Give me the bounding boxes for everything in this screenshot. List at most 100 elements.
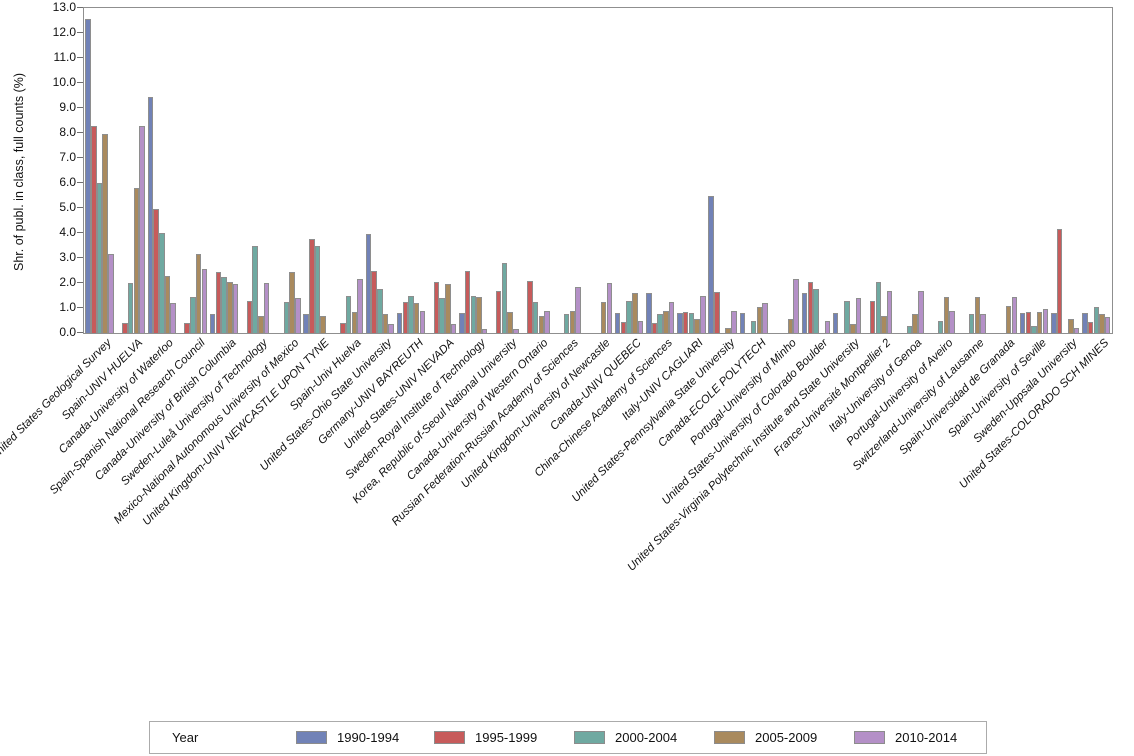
bar [127, 283, 134, 333]
y-tick-label: 9.0 [59, 100, 76, 114]
y-tick-mark [77, 232, 84, 233]
bar [195, 254, 202, 333]
legend: Year 1990-1994 1995-1999 2000-2004 2005-200… [149, 721, 987, 754]
plot-area [83, 7, 1113, 334]
bar [252, 245, 258, 333]
bar [227, 281, 233, 333]
bar [668, 301, 675, 333]
y-tick-label: 6.0 [59, 175, 76, 189]
bar [85, 19, 91, 333]
bar [886, 290, 893, 333]
bar [968, 314, 975, 333]
bar [153, 209, 159, 333]
bar [459, 313, 465, 333]
bar [201, 269, 208, 333]
bar [513, 329, 519, 333]
bar [980, 314, 986, 333]
bar [1099, 314, 1105, 333]
bar [419, 310, 426, 333]
bar [694, 319, 700, 333]
bar [215, 271, 222, 333]
bar [824, 320, 831, 333]
bar [439, 298, 445, 333]
bar [569, 310, 576, 333]
y-tick-label: 10.0 [52, 75, 76, 89]
bar [159, 233, 165, 333]
bar [377, 289, 383, 333]
y-tick-mark [77, 32, 84, 33]
bar [801, 293, 808, 333]
bar [1005, 305, 1012, 333]
bar [1025, 311, 1032, 333]
bar [289, 271, 295, 333]
bar [320, 315, 326, 333]
bar [263, 283, 270, 333]
bar [351, 311, 358, 333]
bar [708, 195, 714, 333]
bar [832, 313, 839, 333]
bar [481, 329, 488, 333]
bar [303, 314, 309, 333]
y-tick-mark [77, 207, 84, 208]
bar [532, 301, 539, 333]
bar [402, 301, 409, 333]
bar [1056, 229, 1063, 333]
legend-label: 2005-2009 [755, 730, 818, 745]
bar [813, 289, 819, 333]
bar [912, 314, 918, 333]
y-tick-mark [77, 7, 84, 8]
bar [739, 313, 745, 333]
bar [464, 270, 471, 333]
bar [855, 298, 862, 333]
bar [626, 300, 632, 333]
bar [170, 303, 176, 333]
bar [881, 315, 887, 333]
legend-label: 1990-1994 [337, 730, 400, 745]
y-tick-mark [77, 157, 84, 158]
bar [1011, 296, 1018, 333]
legend-label: 2000-2004 [615, 730, 678, 745]
bar [190, 296, 196, 333]
bar [756, 306, 763, 333]
y-tick-label: 13.0 [52, 0, 76, 14]
bar [1019, 313, 1026, 333]
bar [1042, 309, 1049, 333]
bar [657, 314, 663, 333]
bar [1073, 328, 1080, 333]
bar [762, 303, 768, 333]
y-axis-title: Shr. of publ. in class, full counts (%) [12, 73, 26, 272]
bar [408, 295, 414, 333]
y-tick-mark [77, 107, 84, 108]
bar [396, 313, 403, 333]
bar [433, 281, 440, 333]
y-tick-label: 4.0 [59, 225, 76, 239]
bar [501, 263, 508, 333]
bar [413, 303, 420, 333]
bar [91, 125, 97, 333]
bar [651, 323, 658, 333]
bar [184, 323, 190, 333]
bar [357, 279, 363, 333]
bar [869, 300, 876, 333]
bar [507, 311, 513, 333]
bar [1036, 311, 1043, 333]
y-tick-label: 12.0 [52, 25, 76, 39]
bar [258, 315, 264, 333]
bar [974, 296, 981, 333]
bar [606, 283, 613, 333]
bar [221, 276, 227, 333]
bar [1104, 316, 1111, 333]
bar [637, 320, 644, 333]
bar [388, 324, 394, 333]
y-tick-label: 11.0 [53, 50, 76, 64]
y-tick-label: 0.0 [59, 325, 76, 339]
bar [937, 320, 944, 333]
bar [918, 290, 924, 333]
bar [1068, 319, 1074, 333]
legend-swatch [854, 731, 885, 744]
bar [949, 310, 955, 333]
y-tick-label: 5.0 [59, 200, 76, 214]
bar [476, 296, 482, 333]
bar [850, 324, 856, 333]
bar [688, 313, 695, 333]
